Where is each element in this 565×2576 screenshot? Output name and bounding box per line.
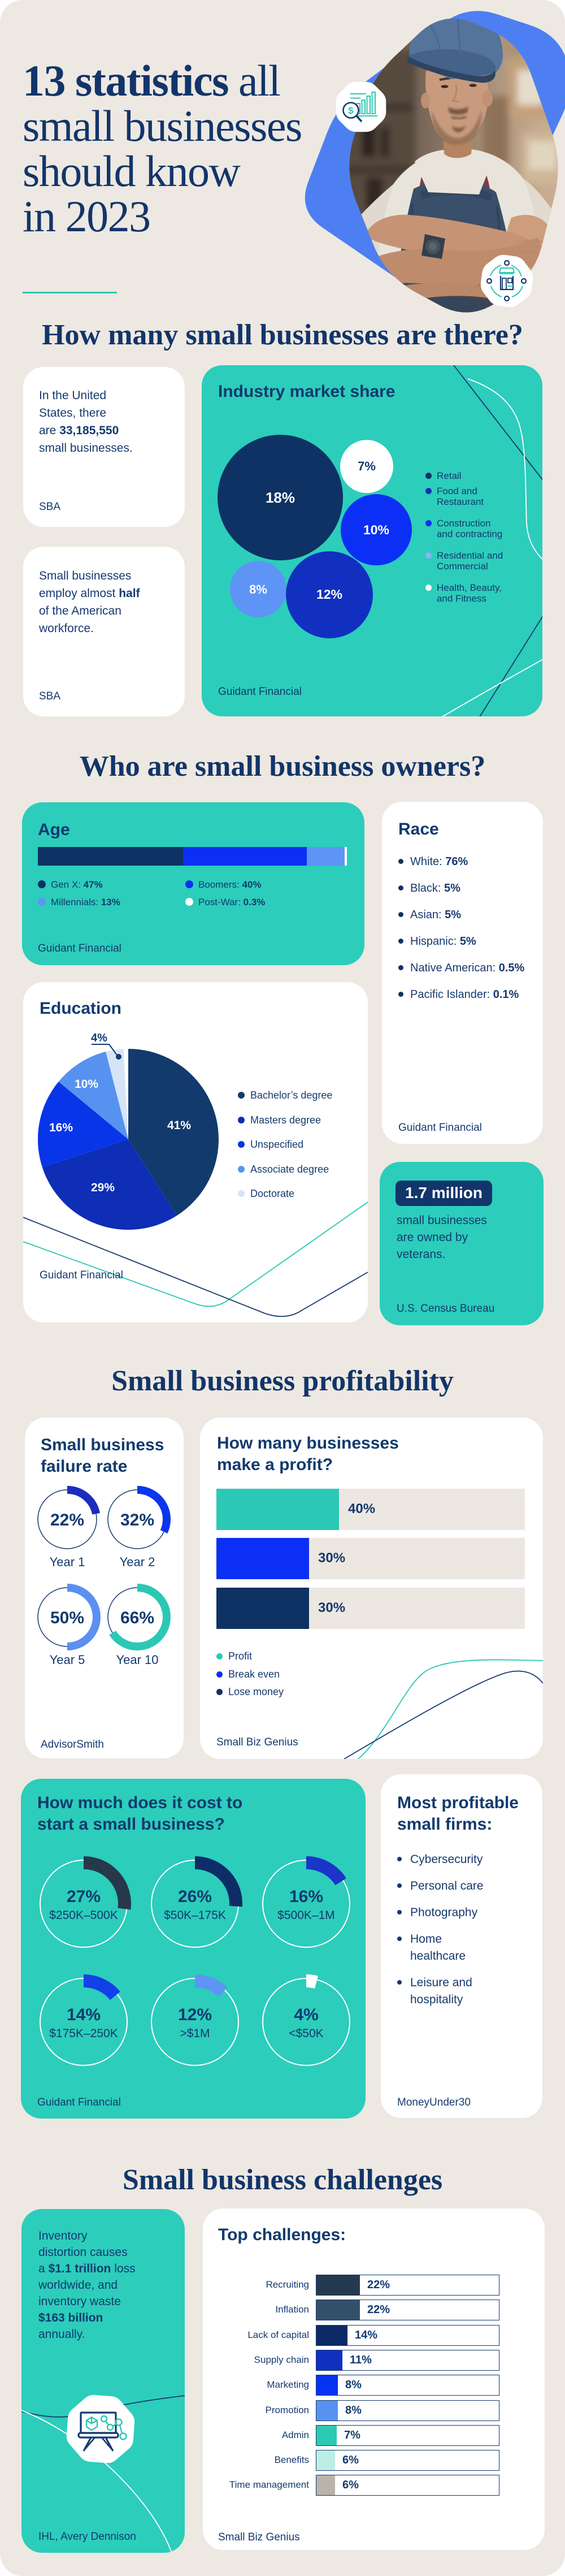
svg-text:$: $ bbox=[348, 105, 354, 116]
